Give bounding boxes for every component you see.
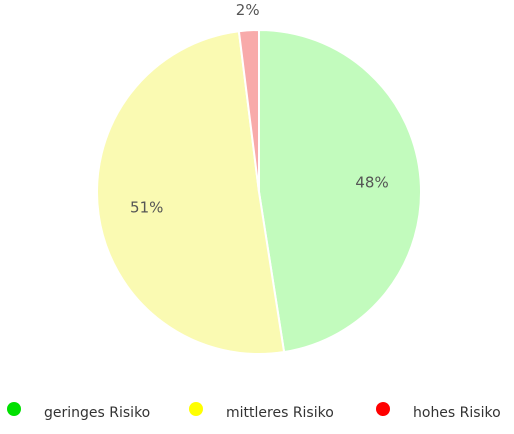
legend-label: hohes Risiko bbox=[413, 405, 501, 421]
legend-label: geringes Risiko bbox=[44, 405, 150, 421]
pie-slice bbox=[258, 28, 422, 354]
legend-marker bbox=[189, 402, 203, 416]
legend-label: mittleres Risiko bbox=[226, 405, 334, 421]
slice-label: 2% bbox=[236, 1, 260, 19]
slice-label: 48% bbox=[355, 174, 388, 192]
legend-marker bbox=[7, 402, 21, 416]
legend-marker bbox=[376, 402, 390, 416]
pie-slice bbox=[96, 30, 286, 355]
pie-slice bbox=[237, 28, 260, 193]
slice-label: 51% bbox=[130, 198, 163, 216]
